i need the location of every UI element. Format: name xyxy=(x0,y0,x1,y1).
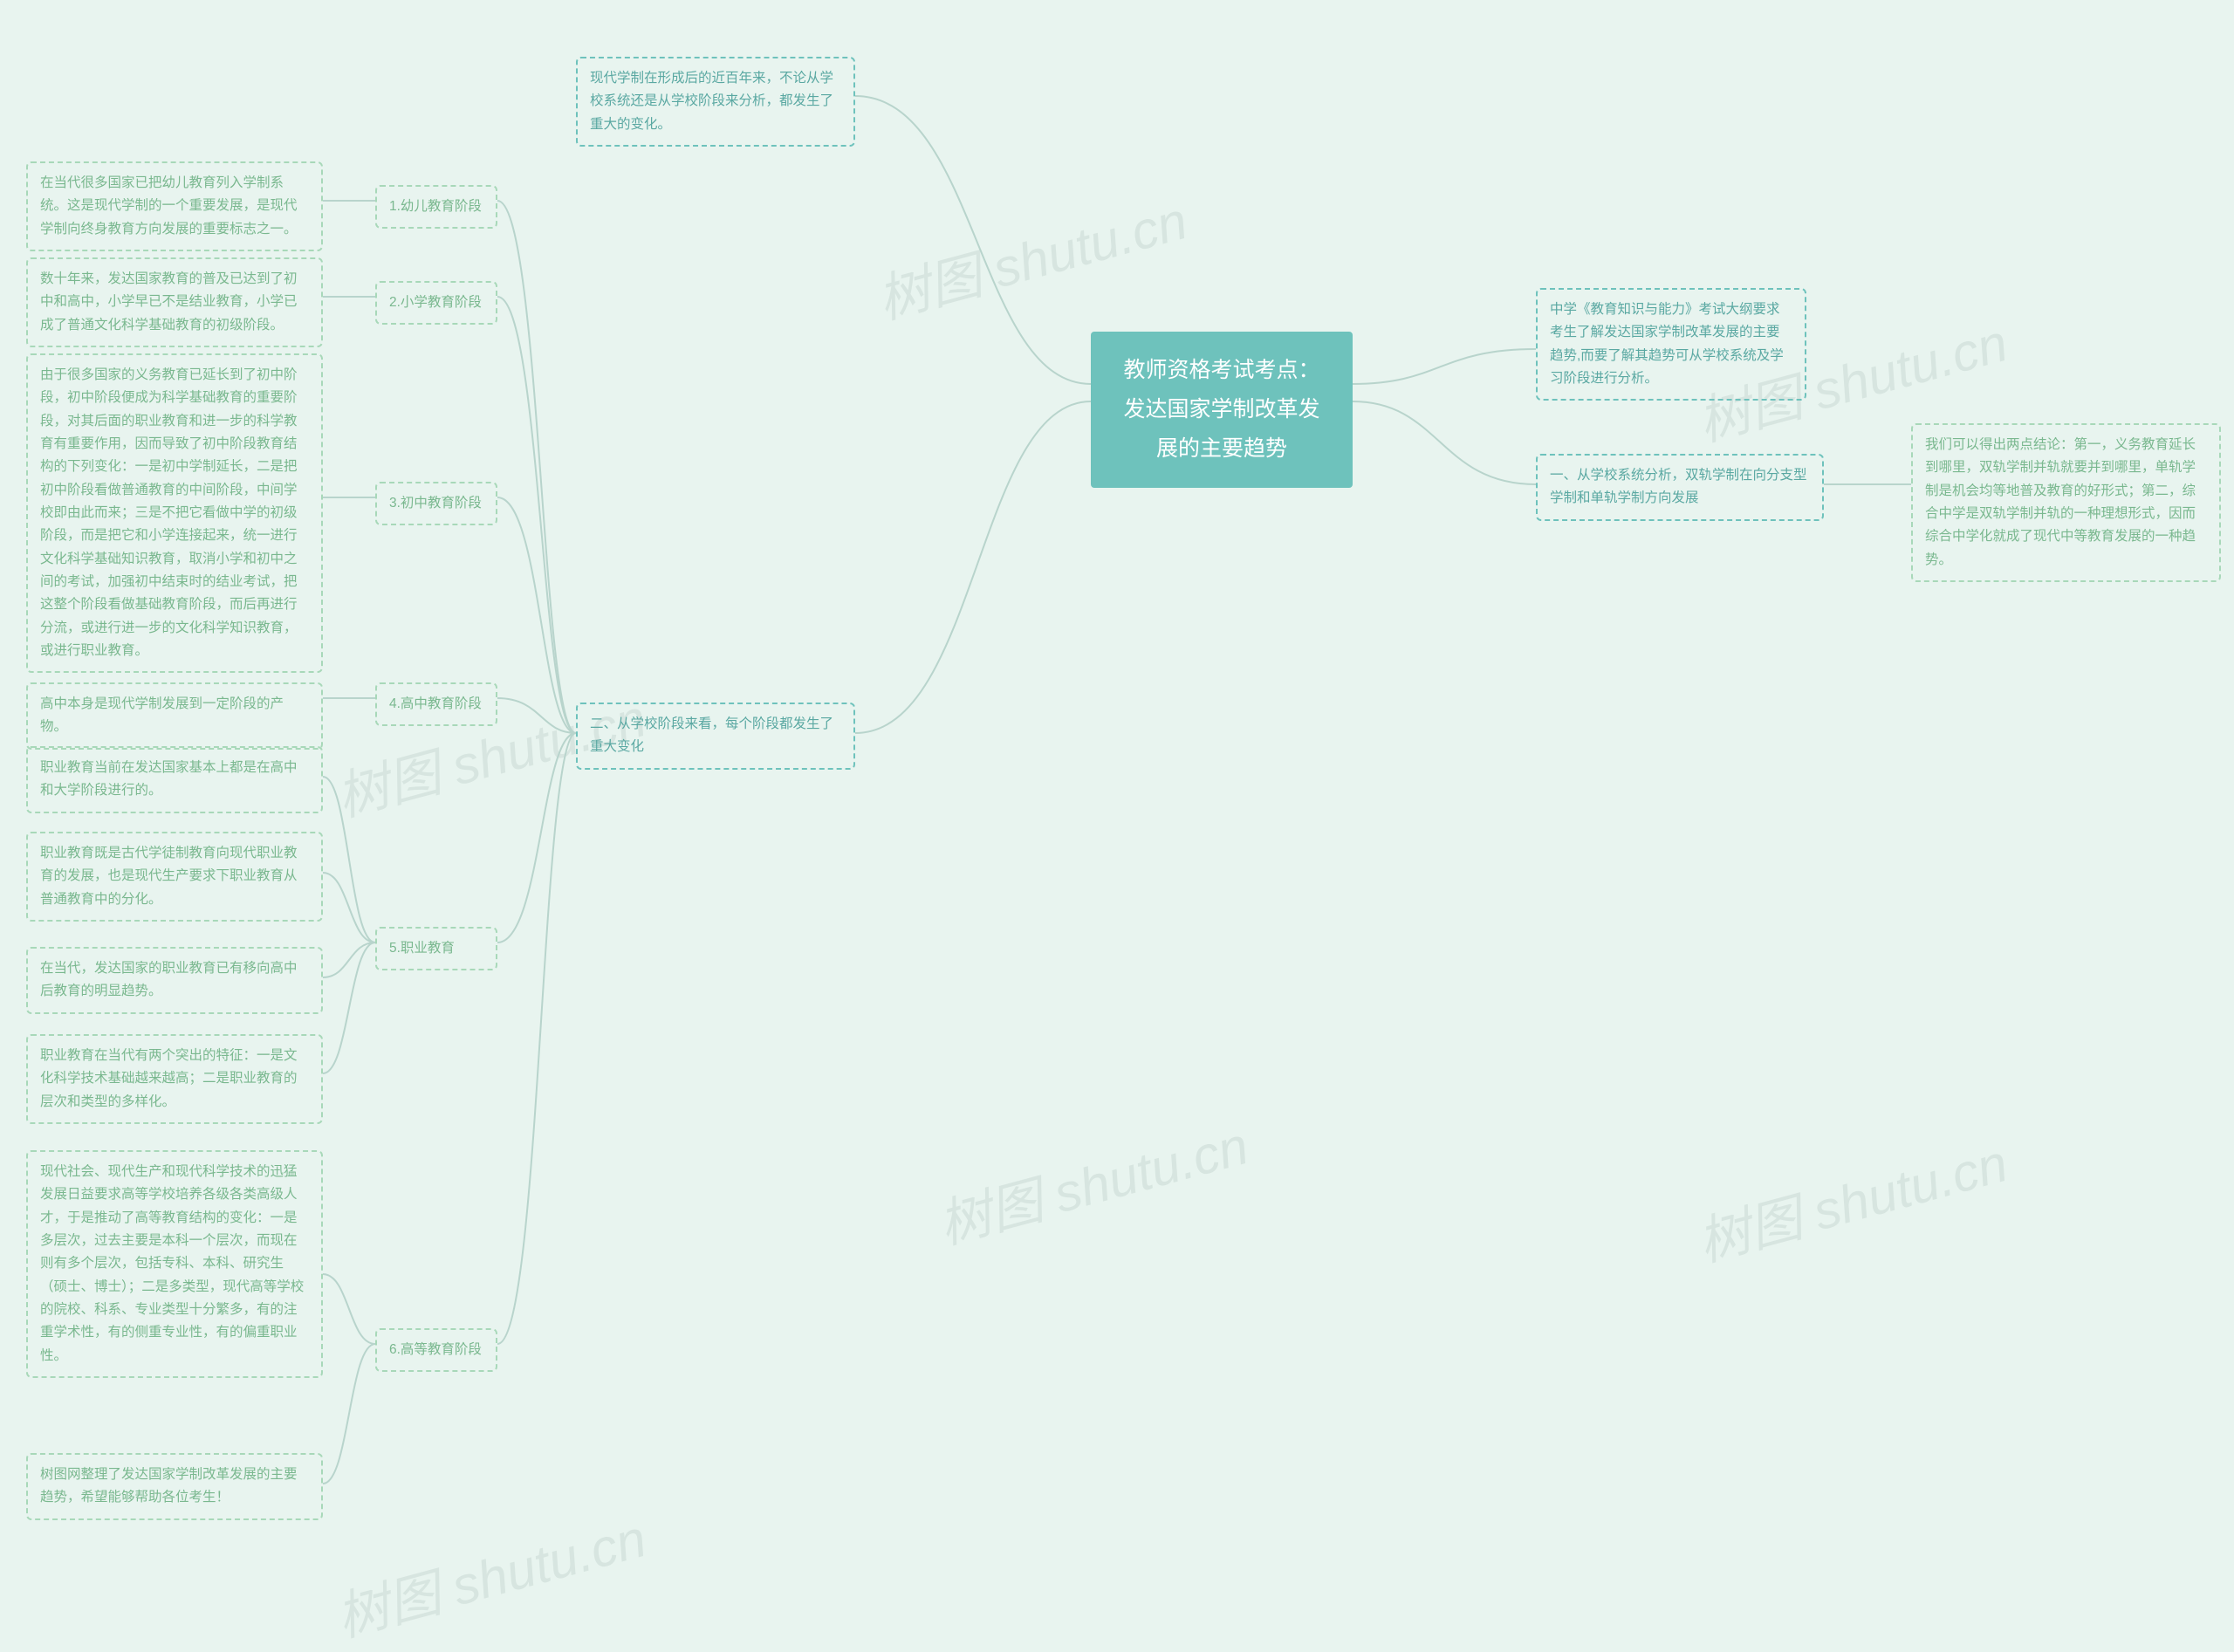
stage5-d1-text: 职业教育当前在发达国家基本上都是在高中和大学阶段进行的。 xyxy=(40,760,298,798)
stage2-label-text: 2.小学教育阶段 xyxy=(389,295,482,310)
stage1-label-text: 1.幼儿教育阶段 xyxy=(389,199,482,214)
stage6-d2: 树图网整理了发达国家学制改革发展的主要趋势，希望能够帮助各位考生！ xyxy=(26,1453,323,1520)
stage5-label-text: 5.职业教育 xyxy=(389,941,455,956)
watermark: 树图 shutu.cn xyxy=(1689,1121,2015,1276)
stage3-detail-text: 由于很多国家的义务教育已延长到了初中阶段，初中阶段便成为科学基础教育的重要阶段，… xyxy=(40,367,298,658)
watermark: 树图 shutu.cn xyxy=(929,1103,1256,1258)
watermark: 树图 shutu.cn xyxy=(868,178,1195,333)
stage3-detail: 由于很多国家的义务教育已延长到了初中阶段，初中阶段便成为科学基础教育的重要阶段，… xyxy=(26,353,323,673)
stage4-detail-text: 高中本身是现代学制发展到一定阶段的产物。 xyxy=(40,696,284,734)
stage4-label: 4.高中教育阶段 xyxy=(375,682,497,726)
stage5-d2: 职业教育既是古代学徒制教育向现代职业教育的发展，也是现代生产要求下职业教育从普通… xyxy=(26,832,323,922)
stage5-label: 5.职业教育 xyxy=(375,927,497,970)
left-intro-text: 现代学制在形成后的近百年来，不论从学校系统还是从学校阶段来分析，都发生了重大的变… xyxy=(590,71,833,132)
stage5-d4-text: 职业教育在当代有两个突出的特征：一是文化科学技术基础越来越高；二是职业教育的层次… xyxy=(40,1048,298,1109)
right-intro-text: 中学《教育知识与能力》考试大纲要求考生了解发达国家学制改革发展的主要趋势,而要了… xyxy=(1550,302,1784,386)
right-branch1-detail-text: 我们可以得出两点结论：第一，义务教育延长到哪里，双轨学制并轨就要并到哪里，单轨学… xyxy=(1925,437,2196,567)
stage1-detail-text: 在当代很多国家已把幼儿教育列入学制系统。这是现代学制的一个重要发展，是现代学制向… xyxy=(40,175,298,236)
stage5-d3: 在当代，发达国家的职业教育已有移向高中后教育的明显趋势。 xyxy=(26,947,323,1014)
right-intro: 中学《教育知识与能力》考试大纲要求考生了解发达国家学制改革发展的主要趋势,而要了… xyxy=(1536,288,1806,401)
stage4-label-text: 4.高中教育阶段 xyxy=(389,696,482,711)
center-root: 教师资格考试考点：发达国家学制改革发展的主要趋势 xyxy=(1091,332,1353,488)
stage6-d1-text: 现代社会、现代生产和现代科学技术的迅猛发展日益要求高等学校培养各级各类高级人才，… xyxy=(40,1164,304,1363)
stage3-label: 3.初中教育阶段 xyxy=(375,482,497,525)
center-title: 教师资格考试考点：发达国家学制改革发展的主要趋势 xyxy=(1123,358,1319,461)
stage2-detail: 数十年来，发达国家教育的普及已达到了初中和高中，小学早已不是结业教育，小学已成了… xyxy=(26,257,323,347)
stage2-label: 2.小学教育阶段 xyxy=(375,281,497,325)
stage6-label: 6.高等教育阶段 xyxy=(375,1328,497,1372)
connector-lines xyxy=(0,0,2234,1635)
stage5-d4: 职业教育在当代有两个突出的特征：一是文化科学技术基础越来越高；二是职业教育的层次… xyxy=(26,1034,323,1124)
stage4-detail: 高中本身是现代学制发展到一定阶段的产物。 xyxy=(26,682,323,750)
stage6-d1: 现代社会、现代生产和现代科学技术的迅猛发展日益要求高等学校培养各级各类高级人才，… xyxy=(26,1150,323,1378)
stage1-label: 1.幼儿教育阶段 xyxy=(375,185,497,229)
watermark: 树图 shutu.cn xyxy=(327,1496,654,1651)
stage6-d2-text: 树图网整理了发达国家学制改革发展的主要趋势，希望能够帮助各位考生！ xyxy=(40,1467,298,1505)
stage3-label-text: 3.初中教育阶段 xyxy=(389,496,482,511)
right-branch1: 一、从学校系统分析，双轨学制在向分支型学制和单轨学制方向发展 xyxy=(1536,454,1824,521)
right-branch1-detail: 我们可以得出两点结论：第一，义务教育延长到哪里，双轨学制并轨就要并到哪里，单轨学… xyxy=(1911,423,2221,582)
stage5-d3-text: 在当代，发达国家的职业教育已有移向高中后教育的明显趋势。 xyxy=(40,961,298,998)
stage2-detail-text: 数十年来，发达国家教育的普及已达到了初中和高中，小学早已不是结业教育，小学已成了… xyxy=(40,271,298,332)
left-branch2: 二、从学校阶段来看，每个阶段都发生了重大变化 xyxy=(576,703,855,770)
right-branch1-title: 一、从学校系统分析，双轨学制在向分支型学制和单轨学制方向发展 xyxy=(1550,468,1807,505)
stage5-d1: 职业教育当前在发达国家基本上都是在高中和大学阶段进行的。 xyxy=(26,746,323,813)
left-branch2-title: 二、从学校阶段来看，每个阶段都发生了重大变化 xyxy=(590,716,833,754)
stage5-d2-text: 职业教育既是古代学徒制教育向现代职业教育的发展，也是现代生产要求下职业教育从普通… xyxy=(40,846,298,907)
stage1-detail: 在当代很多国家已把幼儿教育列入学制系统。这是现代学制的一个重要发展，是现代学制向… xyxy=(26,161,323,251)
stage6-label-text: 6.高等教育阶段 xyxy=(389,1342,482,1357)
left-intro: 现代学制在形成后的近百年来，不论从学校系统还是从学校阶段来分析，都发生了重大的变… xyxy=(576,57,855,147)
